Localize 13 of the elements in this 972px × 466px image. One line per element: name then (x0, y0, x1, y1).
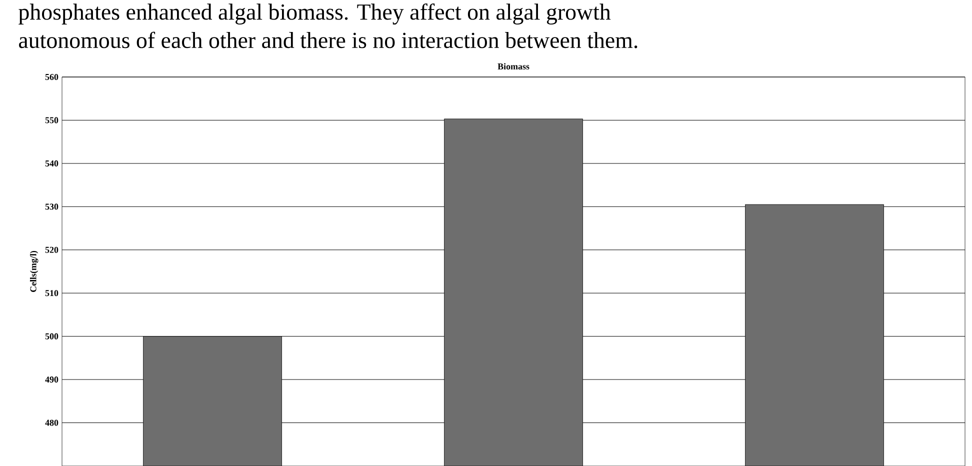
y-tick-label: 550 (45, 117, 58, 124)
y-tick-label: 520 (45, 246, 58, 253)
y-tick-label: 500 (45, 333, 58, 340)
text: phosphates enhanced algal biomass. They affect on algal growth (18, 3, 611, 25)
y-axis-title: Cells(mg/l) (30, 250, 38, 292)
y-tick-label: 540 (45, 160, 58, 166)
y-tick-label: 530 (45, 204, 58, 210)
text: autonomous of each other and there is no interaction between them. (19, 32, 638, 48)
y-tick-label: 560 (45, 74, 58, 80)
y-tick-label: 490 (45, 376, 58, 383)
y-tick-label: 480 (45, 420, 58, 426)
chart-title: Biomass (498, 63, 530, 70)
y-tick-label: 510 (45, 290, 58, 296)
